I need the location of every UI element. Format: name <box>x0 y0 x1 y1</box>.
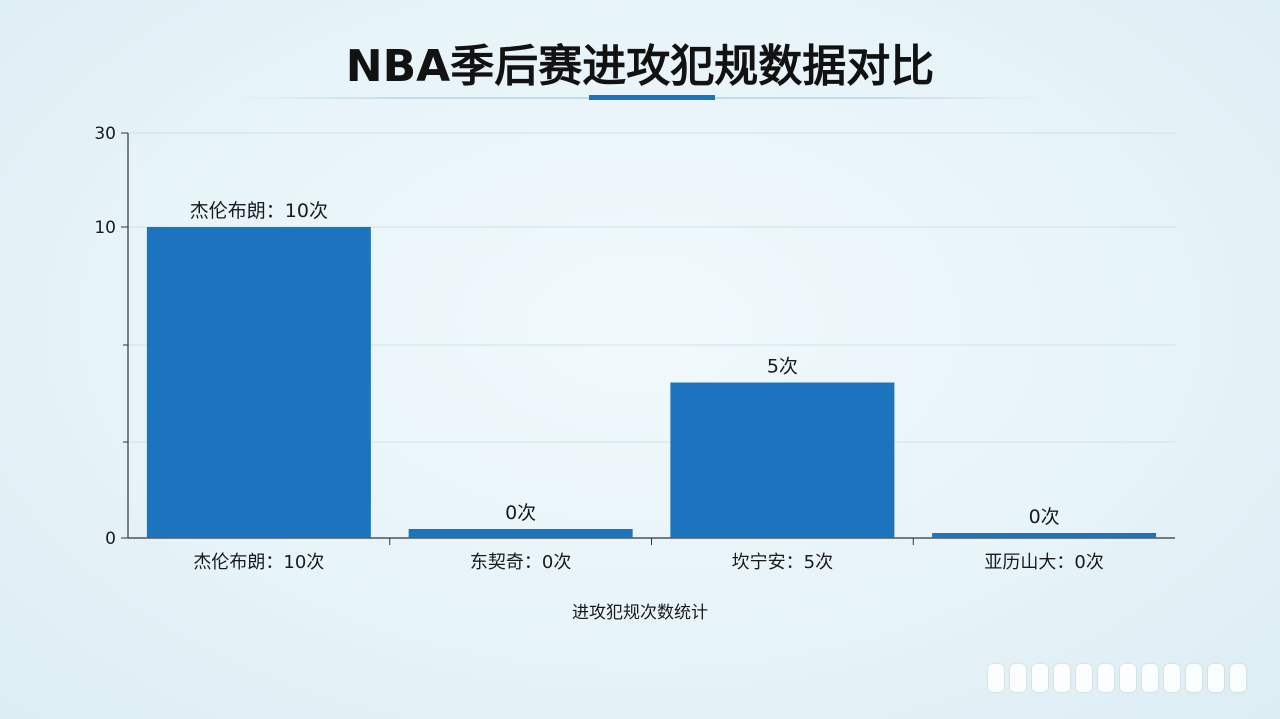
watermark-glyph <box>1186 664 1202 692</box>
bar <box>670 382 895 538</box>
watermark-glyph <box>988 664 1004 692</box>
x-tick-label: 杰伦布朗：10次 <box>193 552 324 573</box>
watermark-glyph <box>1142 664 1158 692</box>
y-tick-label: 0 <box>105 529 116 549</box>
x-tick-label: 坎宁安：5次 <box>732 552 833 573</box>
y-tick-label: 10 <box>94 218 116 238</box>
data-label: 0次 <box>505 502 536 524</box>
bar <box>408 529 633 538</box>
watermark-glyph <box>1032 664 1048 692</box>
x-axis-label: 进攻犯规次数统计 <box>572 603 708 623</box>
x-tick-label: 东契奇：0次 <box>470 552 571 573</box>
watermark-glyph <box>1098 664 1114 692</box>
watermark-glyph <box>1010 664 1026 692</box>
watermark <box>988 658 1258 698</box>
data-label: 0次 <box>1029 506 1060 528</box>
x-tick-label: 亚历山大：0次 <box>984 552 1103 573</box>
title-accent-bar <box>589 95 715 100</box>
watermark-glyph <box>1076 664 1092 692</box>
watermark-glyph <box>1230 664 1246 692</box>
data-label: 杰伦布朗：10次 <box>190 200 328 222</box>
data-label: 5次 <box>767 356 798 378</box>
bar <box>146 227 371 538</box>
chart-title: NBA季后赛进攻犯规数据对比 <box>345 41 935 92</box>
bar <box>932 533 1157 538</box>
watermark-glyph <box>1054 664 1070 692</box>
watermark-glyph <box>1208 664 1224 692</box>
watermark-glyph <box>1120 664 1136 692</box>
watermark-glyph <box>1164 664 1180 692</box>
y-tick-label: 30 <box>94 124 116 144</box>
